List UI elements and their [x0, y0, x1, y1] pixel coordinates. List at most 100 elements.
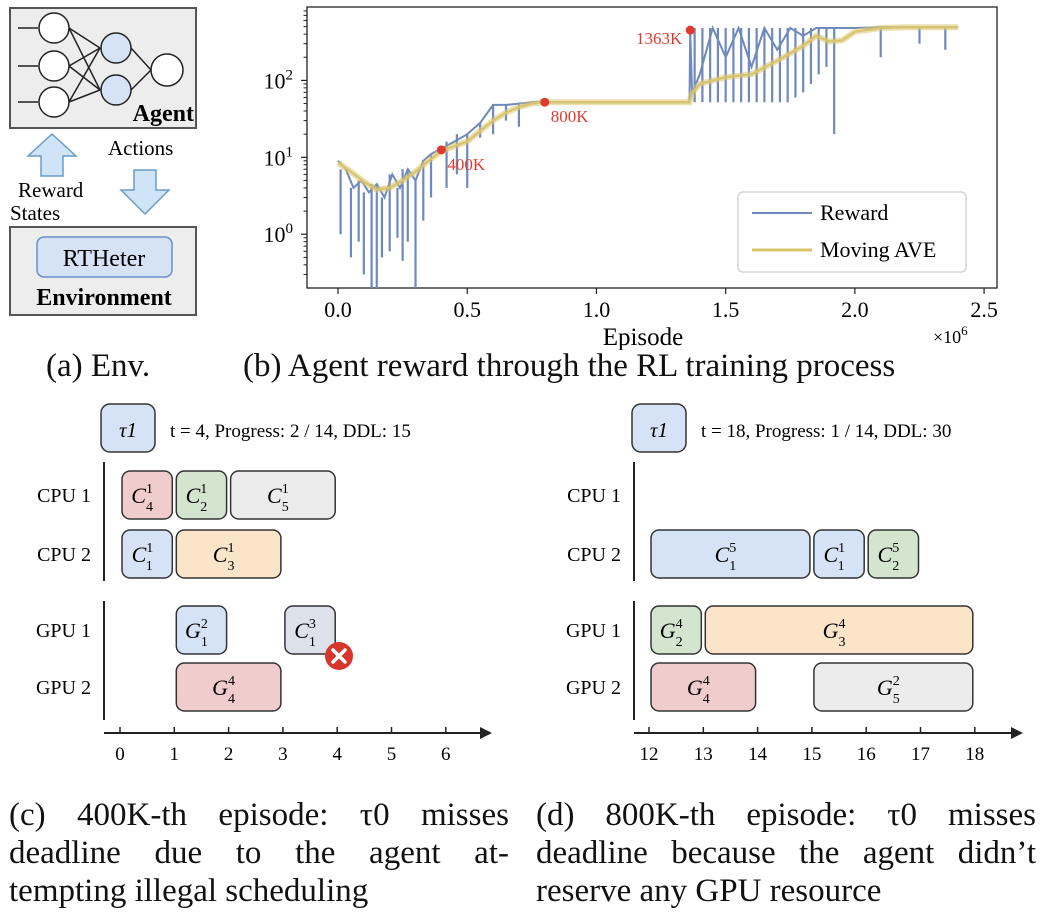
- time-tick-label: 17: [911, 744, 930, 765]
- task-block-box: [121, 529, 174, 579]
- task-block-box: [867, 529, 920, 579]
- gantt-ticks: 12 13 14 15 16 17 18: [634, 727, 1023, 765]
- task-block: C3 1: [284, 605, 336, 655]
- actions-label: Actions: [108, 136, 173, 160]
- task-badge: [631, 403, 687, 453]
- caption-d-line-2: deadline because the agent didn’t: [536, 835, 1036, 871]
- x-tick-label: 0.5: [453, 297, 481, 322]
- rtheter-box: [36, 236, 173, 278]
- x-tick-label: 1.5: [712, 297, 740, 322]
- task-block-box: [175, 605, 228, 655]
- caption-d-line-3: reserve any GPU resource: [536, 873, 882, 909]
- marker-1363K: [685, 25, 695, 35]
- task-block-label: C1 3: [213, 541, 235, 574]
- y-tick-label: 102: [264, 67, 294, 93]
- environment-label: Environment: [36, 285, 172, 311]
- task-block-box: [175, 529, 282, 579]
- annotation-1363K: 1363K: [636, 29, 683, 48]
- x-tick-label: 1.0: [583, 297, 611, 322]
- time-tick-label: 1: [170, 744, 180, 765]
- task-block-box: [813, 662, 974, 712]
- task-block-label: G4 4: [687, 674, 710, 707]
- task-block: G4 2: [650, 605, 703, 655]
- task-block-label: C1 4: [131, 482, 153, 515]
- task-block-label: C1 5: [267, 482, 289, 515]
- gantt-ticks: 0 1 2 3 4 5 6: [104, 727, 492, 765]
- caption-b: (b) Agent reward through the RL training…: [243, 348, 896, 384]
- gantt-blocks: C1 4 C1 2 C1 5 C1 1 C1 3 G2 1 C3 1 G4 4: [121, 470, 336, 712]
- annotations-group: 400K 800K 1363K: [436, 25, 695, 174]
- task-block-label: G4 4: [212, 674, 235, 707]
- task-block-box: [229, 470, 336, 520]
- task-block-box: [284, 605, 336, 655]
- row-labels: CPU 1 CPU 2 GPU 1 GPU 2: [36, 485, 91, 699]
- marker-400K: [436, 145, 446, 155]
- x-tick-label: 2.0: [841, 297, 869, 322]
- row-label: GPU 1: [36, 620, 91, 642]
- action-arrow-down-icon: [119, 169, 171, 216]
- gantt-blocks: C5 1 C1 1 C5 2 G4 2 G4 3 G4 4 G2 5: [650, 529, 974, 712]
- task-block-label: C1 1: [132, 541, 154, 574]
- task-block: C1 4: [121, 470, 174, 520]
- task-block: C1 2: [175, 470, 228, 520]
- y-tick-label: 101: [264, 144, 294, 170]
- y-tick-label: 100: [264, 221, 294, 247]
- axis-arrow-icon: [480, 727, 492, 739]
- status-text: t = 18, Progress: 1 / 14, DDL: 30: [701, 421, 951, 442]
- agent-label: Agent: [133, 101, 194, 127]
- caption-a: (a) Env.: [46, 348, 151, 384]
- legend-label: Reward: [820, 200, 888, 225]
- time-tick-label: 13: [694, 744, 713, 765]
- task-block-box: [175, 662, 282, 712]
- task-block: G4 3: [704, 605, 974, 655]
- caption-c-line-2: deadline due to the agent at-: [9, 835, 509, 871]
- reward-arrow-up-icon: [26, 132, 78, 177]
- task-block-label: C1 1: [823, 541, 845, 574]
- neural-network-icon: [18, 12, 184, 118]
- row-label: CPU 1: [37, 485, 91, 507]
- annotation-400K: 400K: [447, 155, 486, 174]
- time-tick-label: 16: [857, 744, 876, 765]
- task-block-label: G4 2: [660, 617, 683, 650]
- env-diagram: Agent Actions Reward States RTHeter Envi…: [9, 7, 197, 316]
- reward-chart: 400K 800K 1363K 0.0 0.5 1.0 1.5 2.0 2.5 100 101 10…: [264, 6, 998, 350]
- task-block-box: [813, 529, 865, 579]
- task-block: G2 5: [813, 662, 974, 712]
- time-tick-label: 18: [965, 744, 984, 765]
- annotation-800K: 800K: [551, 107, 590, 126]
- caption-c-line-1: (c) 400K-th episode: τ0 misses: [9, 797, 509, 833]
- caption-c-line-3: tempting illegal scheduling: [9, 873, 369, 909]
- task-block-label: C5 1: [715, 541, 737, 574]
- task-block: C5 2: [867, 529, 920, 579]
- x-tick-label: 0.0: [324, 297, 352, 322]
- row-label: CPU 2: [567, 544, 621, 566]
- task-block-label: G2 5: [877, 674, 900, 707]
- marker-800K: [540, 97, 550, 107]
- status-text: t = 4, Progress: 2 / 14, DDL: 15: [170, 421, 411, 442]
- error-icon: [325, 642, 353, 670]
- task-block: G2 1: [175, 605, 228, 655]
- gantt-c: τ1 t = 4, Progress: 2 / 14, DDL: 15 CPU …: [36, 403, 492, 765]
- time-tick-label: 5: [387, 744, 397, 765]
- x-multiplier-label: ×106: [933, 323, 968, 347]
- time-tick-label: 4: [332, 744, 342, 765]
- row-label: GPU 2: [566, 677, 621, 699]
- x-axis-label: Episode: [603, 324, 684, 350]
- task-block-label: G4 3: [823, 617, 846, 650]
- task-block: G4 4: [175, 662, 282, 712]
- x-tick-label: 2.5: [970, 297, 998, 322]
- rtheter-label: RTHeter: [63, 246, 146, 272]
- axis-arrow-icon: [1011, 727, 1023, 739]
- chart-frame-group: [306, 6, 998, 289]
- task-label: τ1: [119, 418, 137, 442]
- task-label: τ1: [650, 418, 668, 442]
- plot-frame: [306, 6, 998, 289]
- task-block-box: [650, 605, 703, 655]
- time-tick-label: 12: [640, 744, 659, 765]
- time-tick-label: 14: [748, 744, 768, 765]
- states-label: States: [10, 201, 60, 225]
- chart-legend: Reward Moving AVE: [737, 191, 967, 273]
- task-block: C1 5: [229, 470, 336, 520]
- task-block: C1 1: [121, 529, 174, 579]
- task-block: C5 1: [650, 529, 811, 579]
